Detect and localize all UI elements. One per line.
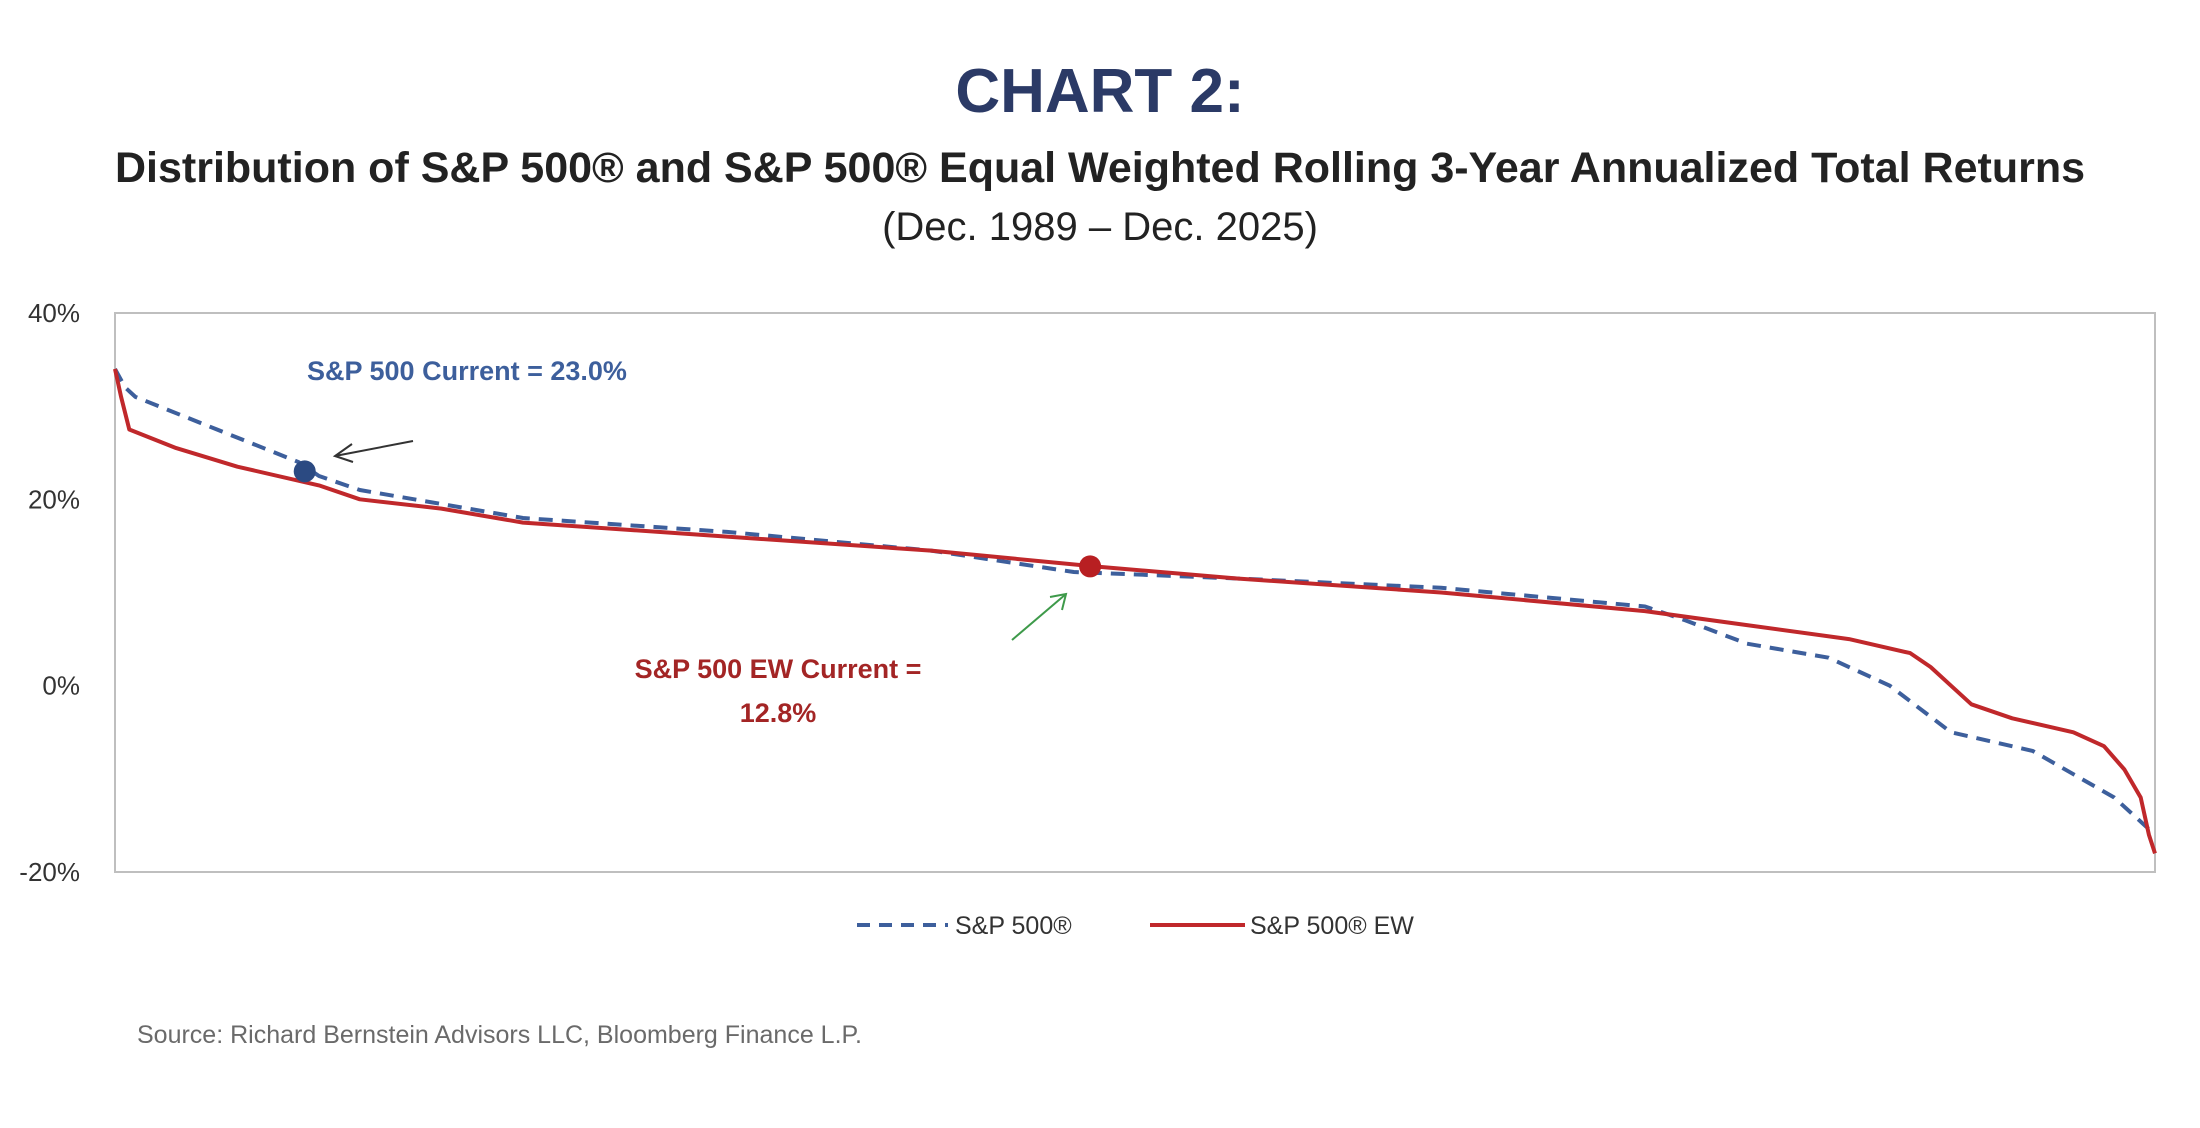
legend: S&P 500® S&P 500® EW [857,912,1414,940]
annotation-ew-current-line1: S&P 500 EW Current = [635,654,922,684]
y-axis: 40% 20% 0% -20% [19,298,80,887]
annotation-ew-current-line2: 12.8% [740,698,817,728]
plot-area [114,312,2156,873]
arrow-icon [1011,593,1067,641]
current-marker-sp500-ew [1079,555,1102,578]
annotation-layer: S&P 500 Current = 23.0% S&P 500 EW Curre… [307,356,1068,728]
legend-label-sp500-ew: S&P 500® EW [1250,912,1414,940]
chart-title: CHART 2: [955,57,1244,126]
y-tick-label: 40% [28,298,80,328]
y-tick-label: -20% [19,857,80,887]
series-layer [113,367,2157,855]
source-note: Source: Richard Bernstein Advisors LLC, … [137,1021,862,1049]
annotation-sp500-current: S&P 500 Current = 23.0% [307,356,627,386]
series-line-sp500-ew [113,368,2157,855]
chart-subtitle: Distribution of S&P 500® and S&P 500® Eq… [115,144,2085,192]
legend-label-sp500: S&P 500® [955,912,1072,940]
arrowhead-icon [332,443,354,463]
chart-date-range: (Dec. 1989 – Dec. 2025) [882,205,1318,249]
arrow-icon [334,440,414,457]
arrowhead-icon [1049,592,1068,611]
current-marker-sp500 [293,460,316,483]
series-line-sp500 [113,367,2157,837]
y-tick-label: 0% [42,671,80,701]
y-tick-label: 20% [28,484,80,514]
